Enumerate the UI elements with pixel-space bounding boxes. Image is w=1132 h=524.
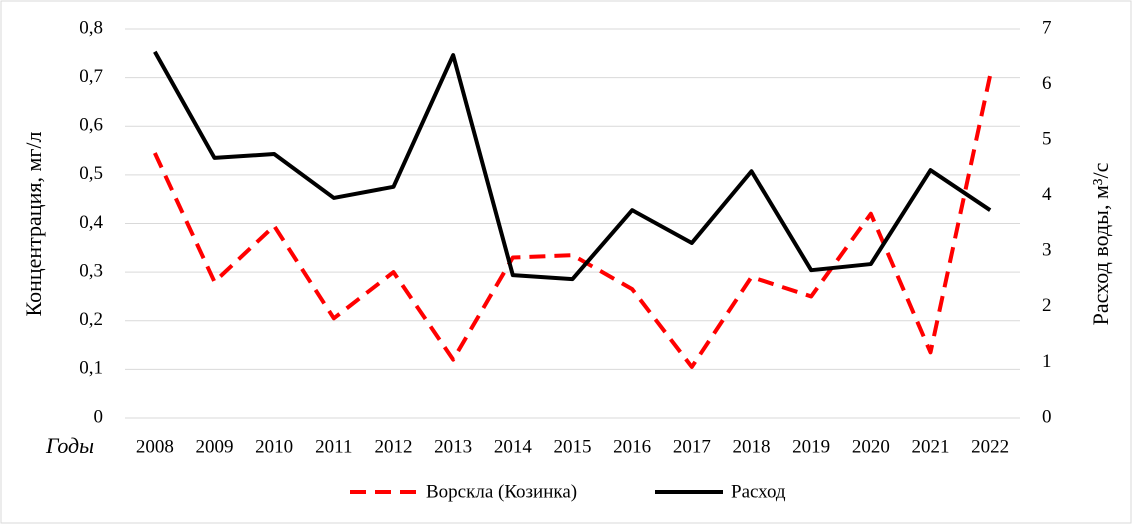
y2-tick-label: 5 (1042, 129, 1052, 150)
y-tick-label: 0,8 (79, 17, 103, 38)
x-tick-label: 2020 (852, 436, 890, 457)
x-tick-label: 2017 (673, 436, 711, 457)
y-tick-label: 0,3 (79, 260, 103, 281)
y-tick-label: 0,7 (79, 66, 103, 87)
x-axis-title: Годы (45, 433, 94, 458)
y-tick-label: 0,1 (79, 358, 103, 379)
x-tick-label: 2009 (196, 436, 234, 457)
x-tick-label: 2008 (136, 436, 174, 457)
y2-tick-label: 4 (1042, 184, 1052, 205)
legend-label: Расход (731, 481, 786, 502)
x-tick-label: 2016 (613, 436, 651, 457)
y2-tick-label: 1 (1042, 351, 1052, 372)
y2-tick-label: 7 (1042, 17, 1052, 38)
series-line (153, 50, 992, 282)
x-tick-label: 2015 (554, 436, 592, 457)
y-axis-title: Концентрация, мг/л (21, 131, 46, 316)
y2-tick-label: 3 (1042, 240, 1052, 261)
y-tick-label: 0 (94, 406, 104, 427)
y-tick-label: 0,6 (79, 115, 103, 136)
x-tick-label: 2022 (971, 436, 1009, 457)
x-tick-label: 2014 (494, 436, 533, 457)
x-tick-label: 2013 (434, 436, 472, 457)
y-tick-label: 0,2 (79, 309, 103, 330)
x-tick-label: 2010 (255, 436, 293, 457)
y2-tick-label: 0 (1042, 406, 1052, 427)
legend-label: Ворскла (Козинка) (426, 481, 577, 502)
x-tick-label: 2019 (792, 436, 830, 457)
x-tick-label: 2012 (375, 436, 413, 457)
y-tick-label: 0,5 (79, 163, 103, 184)
x-tick-label: 2011 (315, 436, 352, 457)
series-line (153, 74, 993, 369)
x-tick-label: 2018 (733, 436, 771, 457)
y2-tick-label: 6 (1042, 73, 1052, 94)
y2-tick-label: 2 (1042, 295, 1052, 316)
x-tick-label: 2021 (912, 436, 950, 457)
y2-axis-title: Расход воды, м³/с (1088, 162, 1113, 325)
y-tick-label: 0,4 (79, 212, 103, 233)
